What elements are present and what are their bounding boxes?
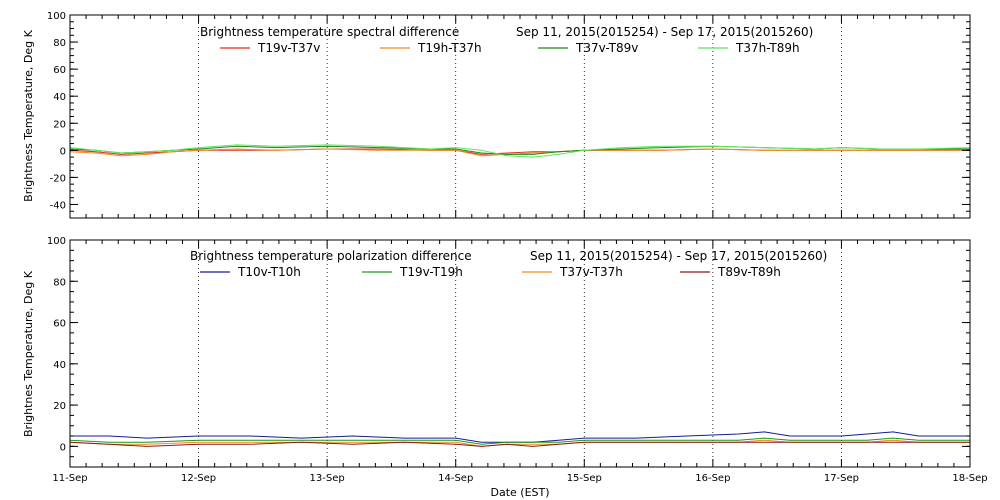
spectral-chart-title: Brightness temperature spectral differen… [200, 25, 459, 39]
polarization-series-line-1 [70, 431, 970, 443]
polarization-y-tick-label: 40 [53, 360, 66, 371]
spectral-series-line-2 [69, 148, 970, 157]
polarization-plot-frame [69, 239, 971, 468]
x-tick-label: 12-Sep [181, 473, 216, 484]
polarization-y-tick-label: 100 [47, 236, 66, 247]
spectral-legend-label: T37h-T89h [735, 41, 800, 55]
spectral-legend-label: T19v-T37v [257, 41, 320, 55]
polarization-series-line-4 [69, 441, 970, 447]
spectral-series-line-4 [69, 144, 971, 158]
polarization-x-axis: 11-Sep 12-Sep 13-Sep 14-Sep 15-Sep 16-Sep 17-S… [52, 240, 988, 484]
spectral-date-range: Sep 11, 2015(2015254) - Sep 17, 2015(201… [516, 25, 813, 39]
spectral-difference-panel: -40 -20 0 20 40 60 80 100 Brightness temperatur… [22, 11, 971, 219]
x-tick-label: 11-Sep [52, 473, 87, 484]
spectral-x-axis [69, 15, 971, 218]
spectral-plot-frame [69, 14, 971, 219]
x-tick-label: 17-Sep [824, 473, 859, 484]
spectral-y-tick-label: 60 [53, 65, 66, 76]
polarization-y-tick-label: 0 [60, 442, 66, 453]
spectral-legend: T19v-T37v T19h-T37h T37v-T89v T37h-T89h [220, 41, 800, 55]
polarization-legend-label: T89v-T89h [717, 265, 781, 279]
polarization-series-group [69, 431, 970, 447]
spectral-y-tick-label: 0 [60, 146, 66, 157]
spectral-y-tick-label: 100 [47, 11, 66, 22]
x-axis-label: Date (EST) [490, 486, 549, 499]
spectral-legend-label: T37v-T89v [575, 41, 638, 55]
spectral-y-tick-label: -20 [50, 173, 66, 184]
polarization-series-line-2 [69, 437, 970, 445]
polarization-legend-label: T19v-T19h [399, 265, 463, 279]
spectral-y-tick-label: -40 [50, 200, 66, 211]
spectral-y-axis-label: Brightness Temperature, Deg K [22, 29, 35, 201]
polarization-y-tick-label: 20 [53, 401, 66, 412]
spectral-series-group [69, 144, 971, 158]
polarization-chart-title: Brightness temperature polarization diff… [190, 249, 472, 263]
spectral-y-axis: -40 -20 0 20 40 60 80 100 [47, 11, 970, 219]
spectral-legend-label: T19h-T37h [417, 41, 482, 55]
spectral-y-tick-label: 40 [53, 92, 66, 103]
x-tick-label: 18-Sep [952, 473, 987, 484]
polarization-legend-label: T10v-T10h [237, 265, 301, 279]
spectral-y-tick-label: 80 [53, 38, 66, 49]
polarization-y-tick-label: 80 [53, 277, 66, 288]
polarization-y-axis-label: Brightnes Temperature, Deg K [22, 270, 35, 437]
polarization-difference-panel: 0 20 40 60 80 100 11-Sep 12-Sep 13-Sep 14-Sep 15-… [22, 236, 988, 499]
polarization-y-axis: 0 20 40 60 80 100 [47, 236, 970, 468]
x-tick-label: 16-Sep [695, 473, 730, 484]
x-tick-label: 14-Sep [438, 473, 473, 484]
x-tick-label: 13-Sep [310, 473, 345, 484]
polarization-date-range: Sep 11, 2015(2015254) - Sep 17, 2015(201… [530, 249, 827, 263]
x-tick-label: 15-Sep [567, 473, 602, 484]
spectral-y-tick-label: 20 [53, 119, 66, 130]
polarization-legend: T10v-T10h T19v-T19h T37v-T37h T89v-T89h [200, 265, 781, 279]
polarization-legend-label: T37v-T37h [559, 265, 623, 279]
polarization-y-tick-label: 60 [53, 319, 66, 330]
